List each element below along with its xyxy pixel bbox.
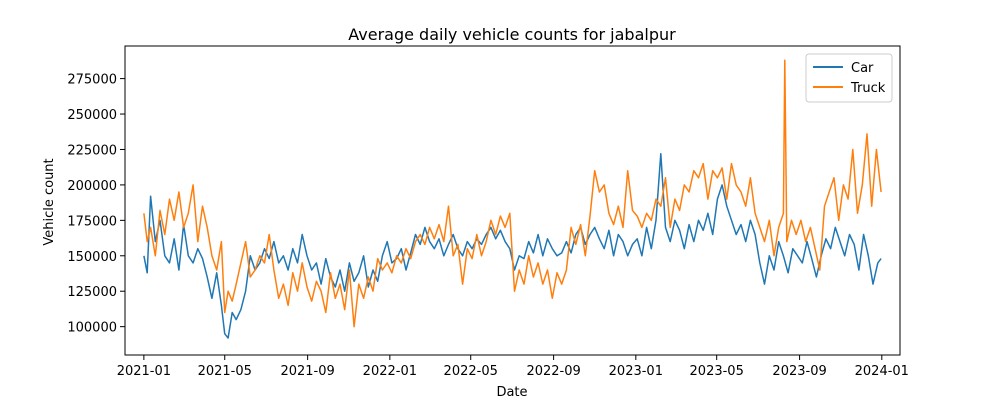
axis-ticks: 2021-01 2021-05 2021-09 2022-01 2022-05 2022-…	[67, 73, 909, 379]
y-tick-label-6: 250000	[67, 108, 117, 123]
x-tick-label-8: 2023-09	[772, 364, 826, 379]
x-tick-label-3: 2022-01	[363, 364, 417, 379]
x-tick-label-1: 2021-05	[198, 364, 252, 379]
x-tick-label-5: 2022-09	[526, 364, 580, 379]
series-lines	[143, 59, 882, 339]
series-line-truck	[143, 59, 882, 328]
y-tick-label-7: 275000	[67, 73, 117, 88]
y-axis-label: Vehicle count	[42, 158, 57, 245]
y-tick-label-1: 125000	[67, 285, 117, 300]
legend: Car Truck	[805, 53, 893, 103]
y-tick-label-5: 225000	[67, 143, 117, 158]
y-tick-label-4: 200000	[67, 179, 117, 194]
legend-label-car: Car	[851, 61, 874, 76]
x-tick-label-7: 2023-05	[690, 364, 744, 379]
x-tick-label-9: 2024-01	[855, 364, 909, 379]
y-tick-label-3: 175000	[67, 214, 117, 229]
x-tick-label-0: 2021-01	[117, 364, 171, 379]
x-axis-label: Date	[496, 385, 527, 400]
y-tick-label-2: 150000	[67, 250, 117, 265]
x-tick-label-6: 2023-01	[609, 364, 663, 379]
y-tick-label-0: 100000	[67, 321, 117, 336]
x-tick-label-4: 2022-05	[444, 364, 498, 379]
plot-frame	[124, 45, 901, 356]
x-tick-label-2: 2021-09	[280, 364, 334, 379]
legend-label-truck: Truck	[850, 81, 886, 96]
chart-title: Average daily vehicle counts for jabalpu…	[348, 25, 676, 44]
